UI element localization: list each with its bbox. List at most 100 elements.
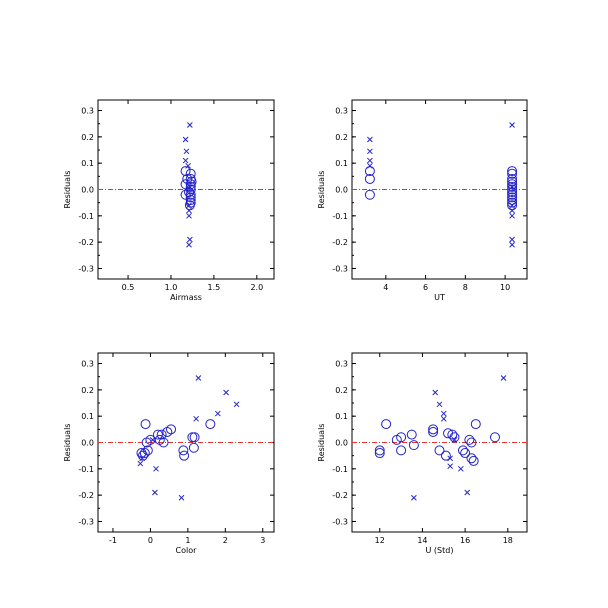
- data-point-cross: [367, 157, 373, 164]
- data-point-cross: [509, 236, 515, 243]
- data-point-cross: [182, 157, 189, 164]
- data-point-cross: [509, 207, 515, 214]
- data-point-circle: [466, 453, 477, 464]
- data-point-circle: [189, 432, 200, 443]
- data-point-cross: [195, 375, 202, 381]
- data-point-cross: [509, 122, 515, 128]
- data-point-circle: [185, 181, 196, 192]
- data-point-circle: [507, 179, 518, 190]
- x-tick-label: 2.0: [250, 283, 263, 292]
- x-axis-title: Color: [176, 546, 198, 555]
- x-axis-title: UT: [434, 293, 445, 302]
- y-tick-label: -0.2: [78, 491, 94, 500]
- data-point-circle: [184, 187, 195, 198]
- data-point-cross: [367, 136, 373, 143]
- y-tick-label: 0.2: [335, 386, 348, 395]
- data-point-circle: [140, 419, 151, 430]
- y-tick-label: 0.1: [335, 412, 348, 421]
- y-tick-label: -0.1: [78, 212, 94, 221]
- data-point-circle: [185, 192, 196, 203]
- data-point-circle: [470, 419, 481, 430]
- data-point-circle: [428, 426, 439, 437]
- data-point-circle: [507, 195, 518, 206]
- data-point-circle: [141, 437, 152, 448]
- x-tick-label: 16: [460, 536, 470, 545]
- x-tick-label: 8: [463, 283, 468, 292]
- data-point-circle: [188, 442, 199, 453]
- data-point-circle: [364, 189, 375, 200]
- x-tick-label: 10: [500, 283, 510, 292]
- y-tick-label: 0.2: [335, 133, 348, 142]
- data-point-circle: [440, 450, 451, 461]
- data-point-circle: [507, 192, 518, 203]
- data-point-circle: [139, 448, 150, 459]
- x-tick-label: 4: [383, 283, 388, 292]
- y-tick-label: -0.3: [332, 517, 348, 526]
- data-point-cross: [182, 136, 189, 143]
- x-tick-label: 2: [223, 536, 228, 545]
- data-point-cross: [367, 162, 373, 169]
- data-point-circle: [374, 445, 385, 456]
- data-point-cross: [440, 415, 447, 422]
- y-tick-label: 0.1: [335, 159, 348, 168]
- data-point-circle: [434, 445, 445, 456]
- data-point-cross: [447, 463, 454, 470]
- data-point-circle: [507, 173, 518, 184]
- data-point-cross: [178, 494, 185, 501]
- data-point-cross: [464, 489, 471, 496]
- y-tick-label: 0.1: [81, 412, 94, 421]
- data-point-cross: [187, 122, 193, 128]
- data-point-circle: [136, 448, 147, 459]
- y-tick-label: -0.3: [78, 264, 94, 273]
- data-point-circle: [449, 432, 460, 443]
- y-tick-label: -0.2: [332, 491, 348, 500]
- data-point-circle: [464, 434, 475, 445]
- data-point-cross: [447, 455, 454, 462]
- data-point-circle: [185, 168, 196, 179]
- y-tick-label: -0.2: [78, 238, 94, 247]
- x-tick-label: 1: [185, 536, 190, 545]
- data-point-circle: [507, 184, 518, 195]
- data-point-circle: [447, 429, 458, 440]
- data-point-circle: [396, 445, 407, 456]
- x-tick-label: 0: [148, 536, 153, 545]
- data-point-circle: [137, 450, 148, 461]
- data-point-cross: [193, 415, 199, 422]
- y-tick-label: 0.3: [335, 107, 348, 116]
- y-axis-title: Residuals: [63, 171, 72, 209]
- data-point-circle: [178, 445, 189, 456]
- data-point-cross: [436, 401, 443, 408]
- data-point-circle: [507, 189, 518, 200]
- data-point-circle: [428, 424, 439, 435]
- data-point-cross: [509, 241, 515, 248]
- data-point-cross: [186, 241, 192, 248]
- data-point-cross: [432, 389, 439, 396]
- data-point-circle: [180, 189, 191, 200]
- data-point-circle: [466, 437, 477, 448]
- data-point-circle: [158, 437, 169, 448]
- x-tick-label: 12: [375, 536, 385, 545]
- data-point-cross: [152, 489, 158, 496]
- chart-panel-4: -0.3 -0.2 -0.1 0.0 0.1 0.2 0.3 12 14 16 18 U (Std) R…: [317, 352, 528, 555]
- data-point-circle: [507, 176, 518, 187]
- data-point-circle: [364, 173, 375, 184]
- y-tick-label: 0.0: [335, 186, 348, 195]
- x-tick-label: 1.0: [165, 283, 178, 292]
- y-tick-label: 0.2: [81, 386, 94, 395]
- data-point-cross: [153, 465, 159, 472]
- data-point-circle: [489, 432, 500, 443]
- data-point-cross: [214, 410, 221, 417]
- data-point-circle: [180, 166, 191, 177]
- y-tick-label: -0.3: [332, 264, 348, 273]
- data-point-circle: [507, 168, 518, 179]
- data-point-cross: [367, 148, 373, 155]
- data-point-cross: [500, 375, 507, 381]
- y-tick-label: -0.1: [78, 465, 94, 474]
- data-point-cross: [233, 401, 240, 408]
- y-tick-label: -0.1: [332, 465, 348, 474]
- y-tick-label: 0.0: [81, 186, 94, 195]
- data-point-cross: [187, 236, 193, 243]
- data-point-cross: [185, 162, 191, 169]
- data-point-circle: [185, 195, 196, 206]
- x-tick-label: 18: [503, 536, 513, 545]
